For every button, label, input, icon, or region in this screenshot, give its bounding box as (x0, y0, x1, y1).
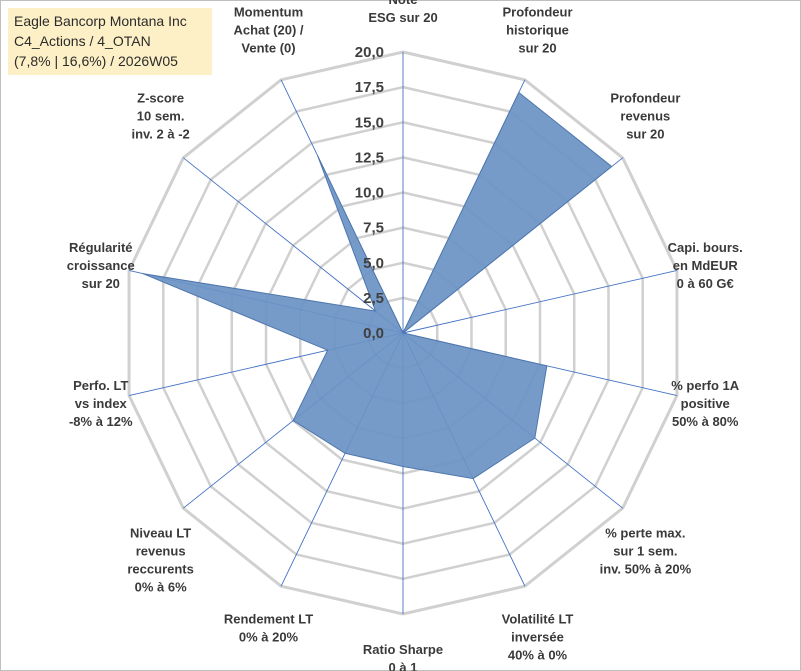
tick-label: 7,5 (363, 220, 384, 237)
axis-label-line: inv. 50% à 20% (600, 561, 692, 576)
axis-label-line: ESG sur 20 (368, 10, 437, 25)
tick-label: 17,5 (355, 79, 384, 96)
axis-label: % perfo 1A positive 50% à 80% (671, 378, 740, 429)
axis-label-line: revenus (136, 543, 186, 558)
axis-label: Ratio Sharpe 0 à 1 (363, 642, 443, 671)
axis-label: Note ESG sur 20 (368, 0, 437, 25)
axis-label-line: positive (681, 396, 730, 411)
axis-label: Profondeur revenus sur 20 (610, 91, 680, 142)
axis-label-line: 0% à 6% (135, 579, 187, 594)
axis-label-line: 10 sem. (137, 109, 185, 124)
axis-label-line: sur 20 (626, 127, 664, 142)
axis-label-line: 0 à 60 G€ (677, 276, 734, 291)
axis-label-line: Rendement LT (224, 611, 313, 626)
tick-label: 20,0 (355, 44, 384, 61)
axis-spoke (402, 270, 678, 334)
title-line-category: C4_Actions / 4_OTAN (14, 33, 151, 49)
axis-label-line: Régularité (69, 240, 133, 255)
axis-label-line: Achat (20) / (233, 23, 303, 38)
axis-label-line: Capi. bours. (668, 240, 743, 255)
axis-label-line: Profondeur (502, 5, 572, 20)
tick-label: 15,0 (355, 114, 384, 131)
axis-label-line: Profondeur (610, 91, 680, 106)
axis-label-line: % perte max. (605, 525, 685, 540)
axis-label: Z-score 10 sem. inv. 2 à -2 (131, 91, 189, 142)
axis-label: Rendement LT 0% à 20% (224, 611, 313, 644)
axis-label-line: reccurents (127, 561, 193, 576)
axis-label-line: Note (389, 0, 418, 7)
axis-label: Perfo. LT vs index -8% à 12% (69, 378, 133, 429)
axis-label-line: 0 à 1 (389, 660, 418, 671)
axis-label-line: sur 1 sem. (613, 543, 677, 558)
axis-label: Capi. bours. en MdEUR 0 à 60 G€ (668, 240, 743, 291)
axis-label-line: 0% à 20% (239, 629, 299, 644)
tick-label: 5,0 (363, 255, 384, 272)
axis-label: Niveau LT revenus reccurents 0% à 6% (127, 525, 193, 594)
axis-label-line: -8% à 12% (69, 414, 133, 429)
axis-labels: Note ESG sur 20 Profondeur historique sur 20… (67, 0, 743, 671)
axis-label: Volatilité LT inversée 40% à 0% (502, 611, 574, 662)
axis-label: Régularité croissance sur 20 (67, 240, 135, 291)
axis-label-line: Volatilité LT (502, 611, 574, 626)
axis-label-line: Momentum (234, 5, 303, 20)
axis-label: % perte max. sur 1 sem. inv. 50% à 20% (600, 525, 692, 576)
axis-label-line: croissance (67, 258, 135, 273)
axis-label-line: Z-score (137, 91, 184, 106)
axis-label-line: historique (506, 23, 569, 38)
axis-label-line: Perfo. LT (73, 378, 128, 393)
axis-label: Profondeur historique sur 20 (502, 5, 572, 56)
tick-label: 2,5 (363, 290, 384, 307)
axis-label-line: inv. 2 à -2 (131, 127, 189, 142)
radial-tick-labels: 0,0 2,5 5,0 7,5 10,0 12,5 15,0 17,5 20,0 (355, 44, 384, 342)
axis-label-line: 40% à 0% (508, 647, 568, 662)
axis-label-line: Ratio Sharpe (363, 642, 443, 657)
radar-series (142, 91, 613, 480)
title-line-stats: (7,8% | 16,6%) / 2026W05 (14, 53, 178, 69)
axis-label-line: en MdEUR (673, 258, 739, 273)
title-line-company: Eagle Bancorp Montana Inc (14, 13, 187, 29)
axis-spoke (183, 157, 404, 334)
tick-label: 0,0 (363, 325, 384, 342)
axis-label-line: 50% à 80% (672, 414, 739, 429)
title-box: Eagle Bancorp Montana Inc C4_Actions / 4… (8, 8, 212, 75)
axis-label: Momentum Achat (20) / Vente (0) (233, 5, 303, 56)
axis-label-line: inversée (511, 629, 564, 644)
axis-label-line: % perfo 1A (671, 378, 740, 393)
axis-label-line: Niveau LT (130, 525, 191, 540)
tick-label: 12,5 (355, 149, 384, 166)
axis-label-line: sur 20 (82, 276, 120, 291)
axis-label-line: vs index (75, 396, 128, 411)
tick-label: 10,0 (355, 185, 384, 202)
axis-label-line: sur 20 (518, 41, 556, 56)
axis-label-line: revenus (620, 109, 670, 124)
axis-label-line: Vente (0) (241, 41, 295, 56)
